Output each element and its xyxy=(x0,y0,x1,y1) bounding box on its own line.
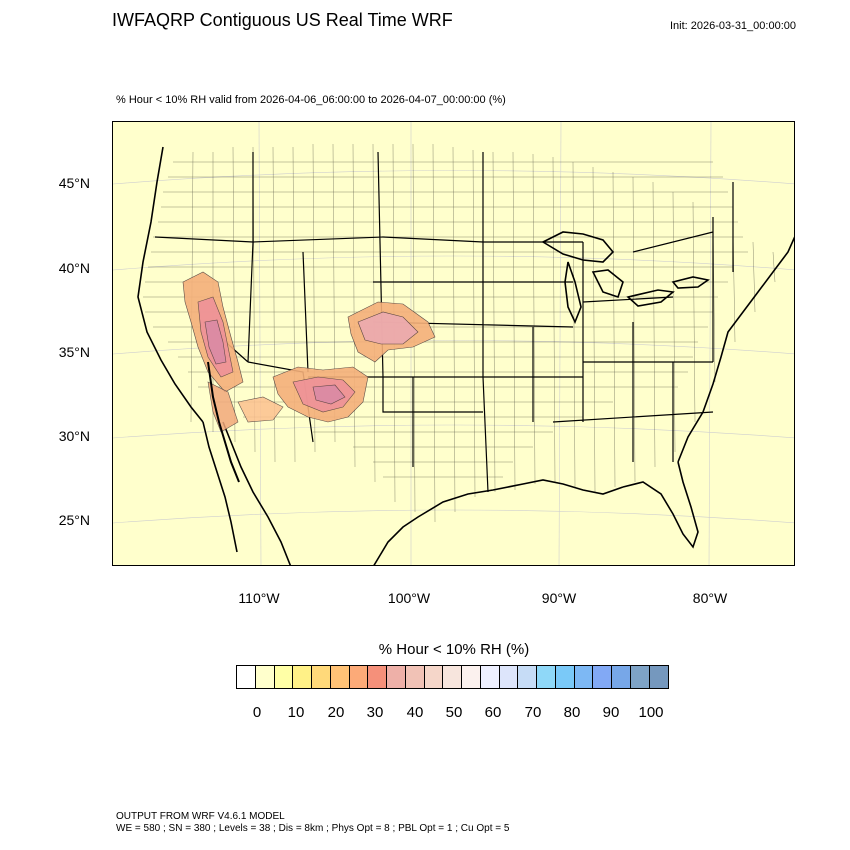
colorbar-swatch xyxy=(593,666,612,688)
field-subtitle: % Hour < 10% RH valid from 2026-04-06_06… xyxy=(116,94,506,106)
colorbar-label: 20 xyxy=(327,704,345,721)
colorbar-swatch xyxy=(405,666,425,688)
colorbar-swatch xyxy=(555,666,575,688)
shaded-high-plains xyxy=(272,301,436,423)
colorbar-label: 70 xyxy=(524,704,542,721)
colorbar-swatch xyxy=(424,666,444,688)
map-panel xyxy=(112,121,795,566)
lat-label-45: 45°N xyxy=(58,175,90,191)
colorbar-label: 40 xyxy=(406,704,424,721)
colorbar-swatch xyxy=(293,666,312,688)
lon-label-110: 110°W xyxy=(238,590,280,606)
colorbar-swatch xyxy=(518,666,537,688)
colorbar-swatch xyxy=(630,666,650,688)
state-boundaries xyxy=(154,151,734,493)
lat-label-35: 35°N xyxy=(58,344,90,360)
colorbar-swatch xyxy=(255,666,275,688)
colorbar-swatch xyxy=(312,666,331,688)
colorbar-swatch xyxy=(574,666,594,688)
colorbar-swatch xyxy=(330,666,350,688)
colorbar-swatch xyxy=(462,666,481,688)
colorbar-label: 30 xyxy=(366,704,384,721)
colorbar-swatch xyxy=(349,666,369,688)
lon-label-90: 90°W xyxy=(541,590,577,606)
lat-label-30: 30°N xyxy=(58,428,90,444)
colorbar-swatch xyxy=(499,666,519,688)
shaded-southwest xyxy=(182,271,284,433)
model-info-line2: WE = 580 ; SN = 380 ; Levels = 38 ; Dis … xyxy=(116,823,510,834)
colorbar-label: 50 xyxy=(445,704,463,721)
lat-label-25: 25°N xyxy=(58,512,90,528)
colorbar-swatch xyxy=(387,666,406,688)
colorbar-swatch xyxy=(274,666,294,688)
colorbar-label: 60 xyxy=(484,704,502,721)
plot-title: IWFAQRP Contiguous US Real Time WRF xyxy=(112,10,453,30)
colorbar-swatch xyxy=(443,666,462,688)
colorbar-swatch xyxy=(612,666,631,688)
map-canvas xyxy=(113,122,794,565)
lat-label-40: 40°N xyxy=(58,260,90,276)
colorbar-label: 0 xyxy=(252,704,262,721)
colorbar-swatch xyxy=(649,666,669,688)
colorbar-swatch xyxy=(537,666,556,688)
init-time: Init: 2026-03-31_00:00:00 xyxy=(670,20,796,32)
colorbar-swatch xyxy=(368,666,387,688)
coast-accent xyxy=(207,361,240,483)
model-info-line1: OUTPUT FROM WRF V4.6.1 MODEL xyxy=(116,811,285,822)
colorbar-label: 100 xyxy=(638,704,664,721)
colorbar-swatch xyxy=(480,666,500,688)
lon-label-80: 80°W xyxy=(692,590,728,606)
colorbar-label: 90 xyxy=(602,704,620,721)
colorbar-title: % Hour < 10% RH (%) xyxy=(378,641,530,658)
lon-label-100: 100°W xyxy=(387,590,431,606)
colorbar-label: 10 xyxy=(287,704,305,721)
colorbar xyxy=(236,665,670,689)
coastline xyxy=(137,146,794,565)
colorbar-label: 80 xyxy=(563,704,581,721)
colorbar-swatch xyxy=(237,666,256,688)
